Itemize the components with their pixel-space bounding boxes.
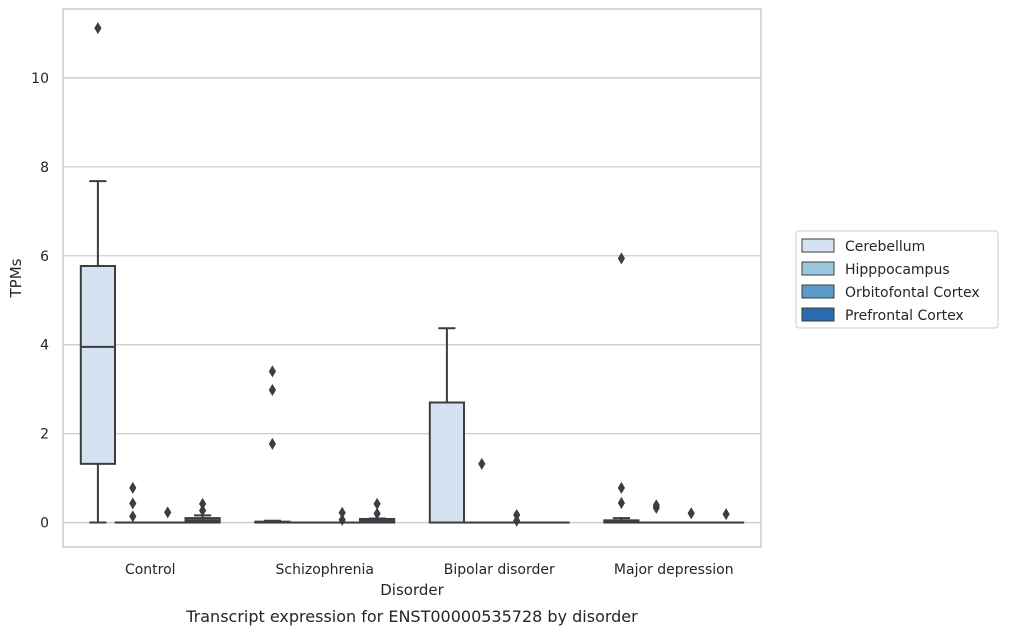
- series-group: [114, 457, 675, 524]
- chart-caption: Transcript expression for ENST0000053572…: [185, 607, 638, 626]
- outlier-point: [129, 510, 137, 523]
- y-tick-label: 8: [40, 160, 49, 176]
- legend-swatch: [801, 307, 835, 322]
- x-axis-ticks: Control Schizophrenia Bipolar disorder Majo…: [125, 562, 734, 578]
- x-tick-label: Major depression: [614, 562, 734, 578]
- y-tick-label: 6: [40, 249, 49, 265]
- outlier-point: [268, 437, 276, 450]
- outlier-point: [373, 507, 381, 520]
- outlier-point: [617, 252, 625, 265]
- outlier-point: [268, 384, 276, 397]
- series-group: [149, 506, 710, 527]
- legend-frame: [795, 230, 999, 329]
- box: [428, 401, 466, 524]
- legend-swatch: [801, 238, 835, 253]
- outlier-point: [617, 481, 625, 494]
- outlier-point: [373, 497, 381, 510]
- outlier-point: [722, 508, 730, 521]
- x-tick-label: Control: [125, 562, 176, 578]
- legend-swatch: [801, 261, 835, 276]
- outlier-point: [617, 496, 625, 509]
- boxes: [79, 22, 745, 527]
- outlier-point: [687, 507, 695, 520]
- box: [79, 264, 117, 465]
- outlier-point: [513, 514, 521, 527]
- x-tick-label: Schizophrenia: [276, 562, 374, 578]
- legend-label: Prefrontal Cortex: [845, 308, 964, 324]
- series-group: [184, 497, 745, 524]
- y-tick-label: 2: [40, 427, 49, 443]
- gridlines: [63, 77, 761, 524]
- outlier-point: [338, 506, 346, 519]
- outlier-point: [94, 22, 102, 35]
- outlier-point: [129, 497, 137, 510]
- legend: Cerebellum Hipppocampus Orbitofontal Corte…: [795, 230, 999, 329]
- outlier-point: [338, 513, 346, 526]
- y-axis-title: TPMs: [7, 258, 25, 298]
- outlier-point: [129, 481, 137, 494]
- legend-label: Hipppocampus: [845, 262, 950, 278]
- x-tick-label: Bipolar disorder: [444, 562, 555, 578]
- legend-label: Cerebellum: [845, 239, 925, 255]
- outlier-point: [652, 501, 660, 514]
- outlier-point: [164, 506, 172, 519]
- legend-swatch: [801, 284, 835, 299]
- outlier-point: [478, 457, 486, 470]
- y-tick-label: 4: [40, 338, 49, 354]
- legend-label: Orbitofontal Cortex: [845, 285, 980, 301]
- outlier-point: [199, 504, 207, 517]
- y-tick-label: 10: [31, 71, 49, 87]
- x-axis-title: Disorder: [380, 581, 444, 599]
- plot-area-frame: [62, 8, 762, 548]
- y-axis-ticks: 0 2 4 6 8 10: [31, 71, 49, 532]
- outlier-point: [268, 365, 276, 378]
- y-tick-label: 0: [40, 516, 49, 532]
- outlier-point: [199, 497, 207, 510]
- series-group: [79, 22, 640, 524]
